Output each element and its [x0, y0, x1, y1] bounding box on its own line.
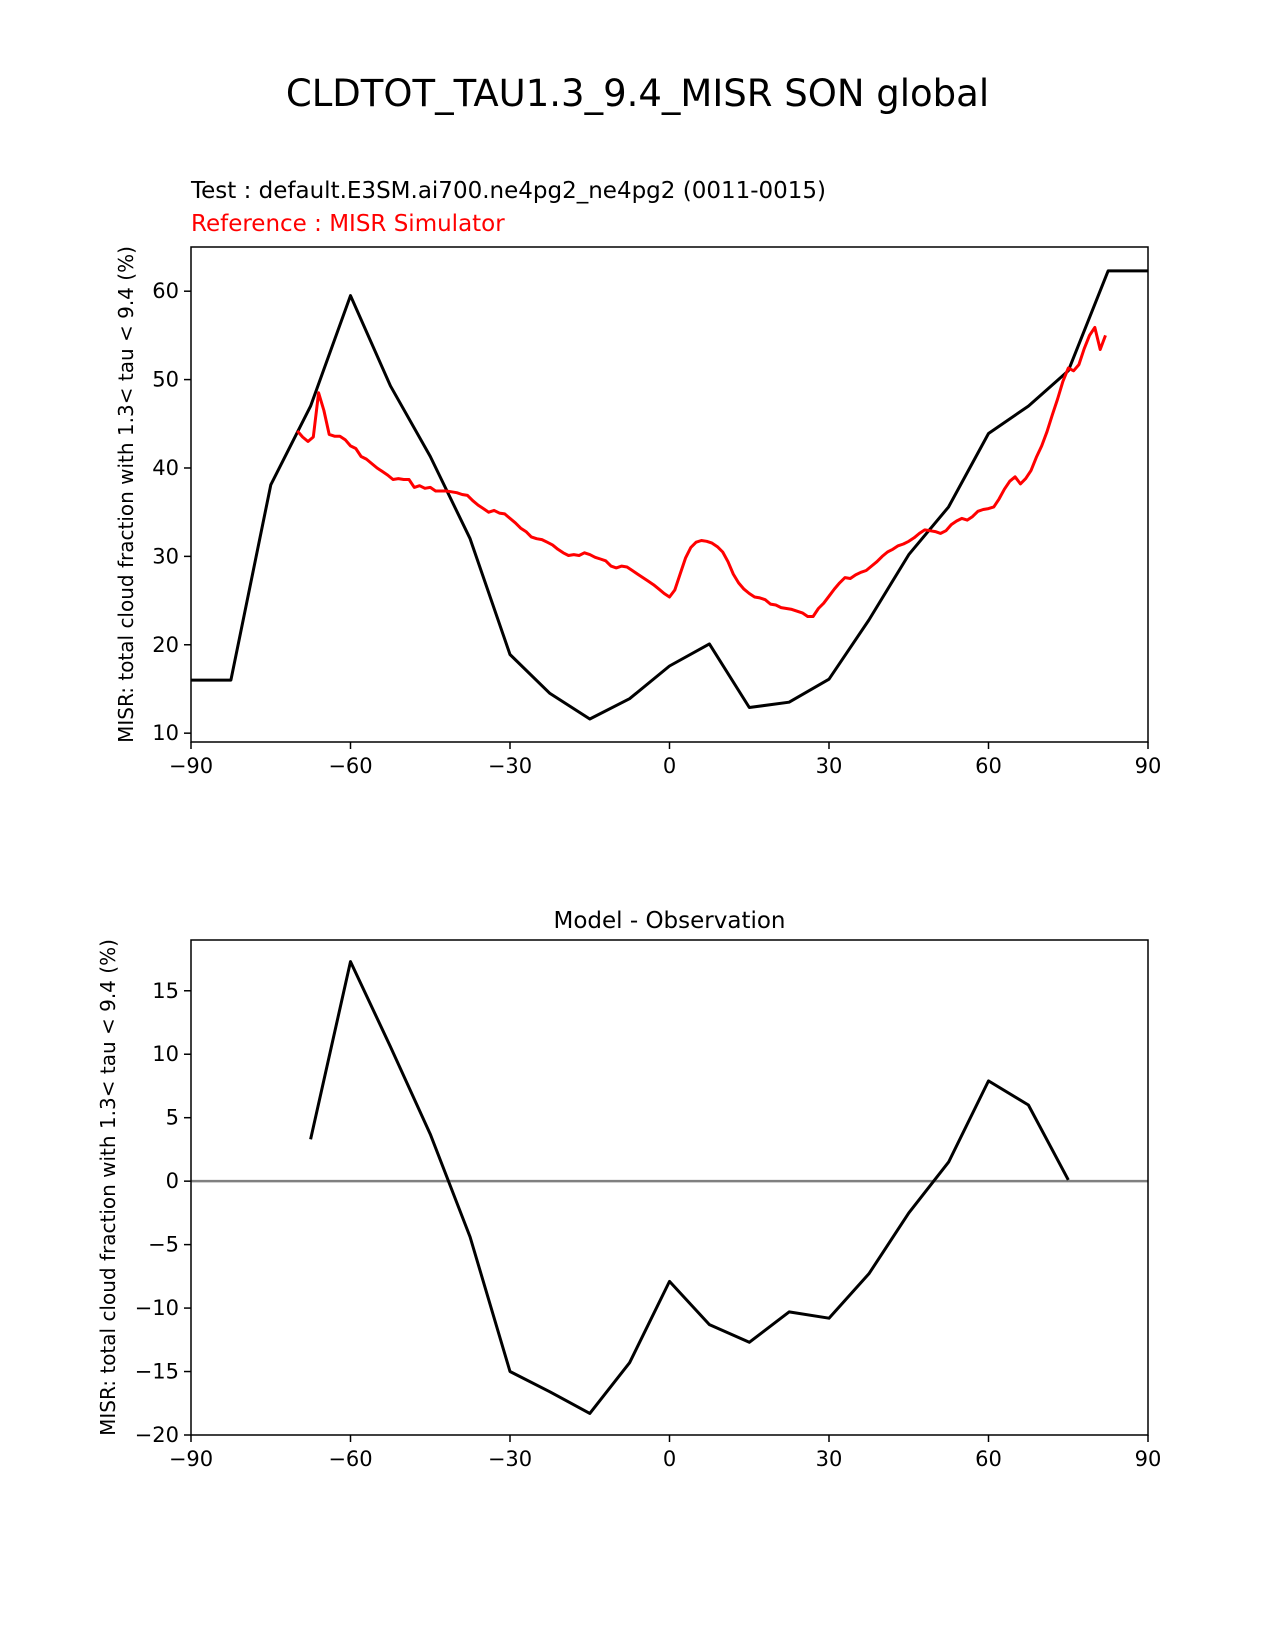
- top-y-tick-label: 50: [152, 368, 179, 392]
- reference-label: Reference : MISR Simulator: [191, 211, 505, 237]
- top-series-test-line: [191, 269, 1148, 721]
- bottom-x-tick-label: −90: [169, 1447, 213, 1471]
- top-x-tick-label: 0: [663, 754, 676, 778]
- bottom-x-tick-label: 30: [816, 1447, 843, 1471]
- bottom-x-tick-label: −60: [328, 1447, 372, 1471]
- top-y-tick-label: 20: [152, 633, 179, 657]
- test-label: Test : default.E3SM.ai700.ne4pg2_ne4pg2 …: [190, 178, 826, 204]
- bottom-chart-title: Model - Observation: [553, 908, 785, 934]
- bottom-y-tick-label: 5: [166, 1106, 179, 1130]
- bottom-x-tick-label: 0: [663, 1447, 676, 1471]
- bottom-x-tick-label: −30: [488, 1447, 532, 1471]
- bottom-y-tick-label: 15: [152, 979, 179, 1003]
- bottom-plot-area: −90 −60 −30 0 30 60 90 −20 −15 −10 −5 0 5 10 15: [135, 939, 1162, 1471]
- top-x-tick-label: −30: [488, 754, 532, 778]
- bottom-y-tick-label: −5: [148, 1233, 179, 1257]
- bottom-axes-frame: [190, 939, 1149, 1436]
- top-series-reference-line: [296, 325, 1107, 618]
- top-x-tick-label: −90: [169, 754, 213, 778]
- top-y-tick-label: 10: [152, 721, 179, 745]
- top-x-tick-label: 60: [975, 754, 1002, 778]
- top-plot-area: −90 −60 −30 0 30 60 90 10 20 30 40 50 60: [152, 246, 1162, 778]
- top-x-tick-label: −60: [328, 754, 372, 778]
- top-y-axis-label: MISR: total cloud fraction with 1.3< tau…: [114, 246, 138, 743]
- bottom-chart: Model - Observation MISR: total cloud fr…: [96, 908, 1161, 1471]
- bottom-x-tick-label: 60: [975, 1447, 1002, 1471]
- top-chart: Test : default.E3SM.ai700.ne4pg2_ne4pg2 …: [114, 178, 1161, 778]
- top-y-tick-label: 30: [152, 544, 179, 568]
- bottom-y-axis-label: MISR: total cloud fraction with 1.3< tau…: [96, 939, 120, 1436]
- bottom-y-tick-label: −20: [135, 1423, 179, 1447]
- bottom-series-diff-line: [309, 960, 1070, 1415]
- bottom-y-tick-label: −15: [135, 1360, 179, 1384]
- top-x-tick-label: 90: [1135, 754, 1162, 778]
- top-y-tick-label: 40: [152, 456, 179, 480]
- bottom-y-tick-label: 0: [166, 1169, 179, 1193]
- top-y-tick-label: 60: [152, 279, 179, 303]
- top-x-tick-label: 30: [816, 754, 843, 778]
- bottom-y-tick-label: 10: [152, 1042, 179, 1066]
- bottom-y-tick-label: −10: [135, 1296, 179, 1320]
- bottom-x-tick-label: 90: [1135, 1447, 1162, 1471]
- page-title: CLDTOT_TAU1.3_9.4_MISR SON global: [285, 72, 990, 115]
